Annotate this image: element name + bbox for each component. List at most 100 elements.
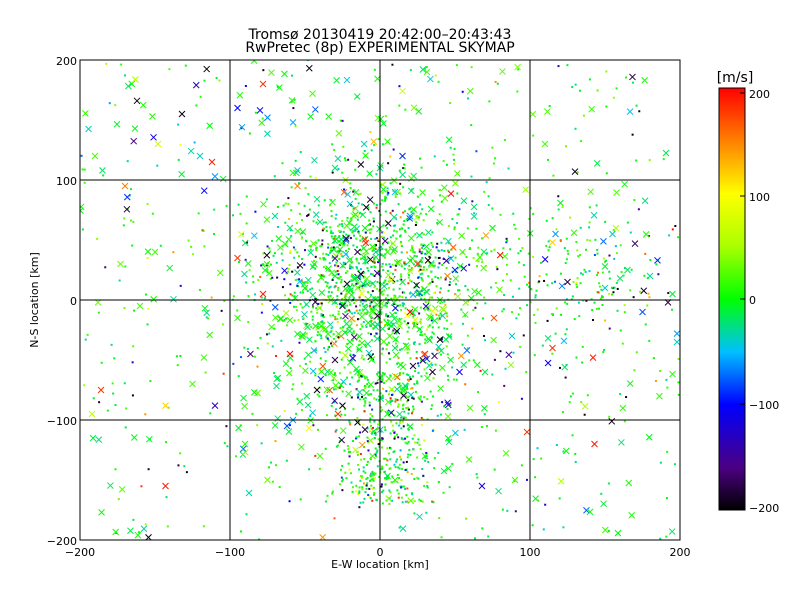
data-point-dot: [364, 471, 367, 474]
data-point-dot: [354, 159, 357, 162]
data-point-dot: [315, 328, 318, 331]
data-point-dot: [288, 424, 291, 427]
data-point-cross: [264, 476, 271, 484]
data-point-dot: [569, 216, 572, 219]
data-point-dot: [333, 388, 336, 391]
data-point-dot: [333, 302, 336, 305]
data-point-dot: [581, 273, 584, 276]
data-point-cross: [331, 164, 339, 172]
data-point-cross: [409, 362, 417, 370]
data-point-dot: [372, 474, 375, 477]
data-point-dot: [518, 237, 521, 240]
data-point-cross: [352, 188, 360, 196]
data-point-dot: [621, 342, 624, 345]
data-point-dot: [293, 291, 296, 294]
data-point-dot: [386, 193, 389, 196]
data-point-dot: [403, 262, 406, 265]
data-point-cross: [419, 357, 427, 364]
data-point-cross: [338, 436, 346, 444]
data-point-cross: [95, 436, 103, 443]
data-point-dot: [365, 345, 368, 348]
data-point-dot: [426, 486, 429, 489]
data-point-dot: [361, 237, 364, 240]
data-point-dot: [374, 453, 377, 456]
data-point-dot: [358, 296, 361, 299]
data-point-cross: [385, 495, 393, 502]
data-point-dot: [409, 387, 412, 390]
data-point-cross: [444, 272, 451, 280]
data-point-dot: [405, 323, 408, 326]
data-point-dot: [363, 482, 366, 485]
data-point-dot: [330, 210, 333, 213]
data-point-dot: [394, 268, 397, 271]
data-point-dot: [333, 372, 336, 375]
data-point-dot: [437, 318, 440, 321]
data-point-cross: [522, 186, 530, 194]
data-point-dot: [461, 90, 464, 93]
colorbar-tick-label: 100: [749, 191, 770, 204]
data-point-dot: [385, 478, 388, 481]
data-point-dot: [581, 345, 584, 348]
data-point-dot: [408, 292, 411, 295]
data-point-dot: [399, 304, 402, 307]
data-point-cross: [369, 280, 377, 287]
data-point-dot: [364, 256, 367, 259]
data-point-dot: [367, 449, 370, 452]
data-point-dot: [620, 271, 623, 274]
data-point-dot: [266, 245, 269, 248]
data-point-dot: [330, 230, 333, 233]
data-point-dot: [501, 310, 504, 313]
data-point-dot: [625, 76, 628, 79]
data-point-dot: [368, 420, 371, 423]
data-point-dot: [337, 310, 340, 313]
data-point-dot: [540, 457, 543, 460]
data-point-dot: [349, 220, 352, 223]
data-point-cross: [440, 467, 448, 475]
y-tick-label: −200: [47, 535, 77, 548]
data-point-dot: [333, 237, 336, 240]
data-point-dot: [340, 358, 343, 361]
data-point-cross: [532, 495, 539, 502]
data-point-cross: [591, 440, 598, 448]
data-point-dot: [290, 235, 293, 238]
data-point-dot: [608, 254, 611, 257]
data-point-cross: [380, 282, 388, 290]
data-point-dot: [330, 342, 333, 345]
data-point-cross: [392, 304, 399, 312]
data-point-dot: [344, 471, 347, 474]
data-point-dot: [370, 339, 373, 342]
data-point-cross: [490, 336, 497, 344]
data-point-dot: [96, 237, 99, 240]
data-point-dot: [418, 343, 421, 346]
data-point-dot: [445, 266, 448, 269]
data-point-dot: [455, 378, 458, 381]
data-point-dot: [372, 389, 375, 392]
data-point-dot: [326, 494, 329, 497]
data-point-dot: [396, 489, 399, 492]
data-point-cross: [669, 290, 676, 298]
data-point-dot: [288, 500, 291, 503]
data-point-cross: [377, 300, 385, 307]
data-point-dot: [402, 461, 405, 464]
data-point-dot: [378, 209, 381, 212]
data-point-cross: [305, 64, 313, 72]
data-point-dot: [545, 244, 548, 247]
data-point-cross: [331, 340, 338, 348]
data-point-cross: [452, 429, 459, 437]
data-point-cross: [268, 323, 275, 331]
data-point-dot: [403, 410, 406, 413]
data-point-cross: [239, 445, 247, 453]
data-point-dot: [356, 380, 359, 383]
data-point-dot: [133, 309, 136, 312]
data-point-dot: [635, 351, 638, 354]
data-point-dot: [439, 291, 442, 294]
data-point-dot: [361, 486, 364, 489]
data-point-dot: [565, 258, 568, 261]
data-point-dot: [534, 321, 537, 324]
data-point-dot: [579, 282, 582, 285]
data-point-dot: [434, 275, 437, 278]
data-point-dot: [300, 280, 303, 283]
data-point-dot: [309, 248, 312, 251]
data-point-dot: [591, 319, 594, 322]
data-point-dot: [131, 394, 134, 397]
